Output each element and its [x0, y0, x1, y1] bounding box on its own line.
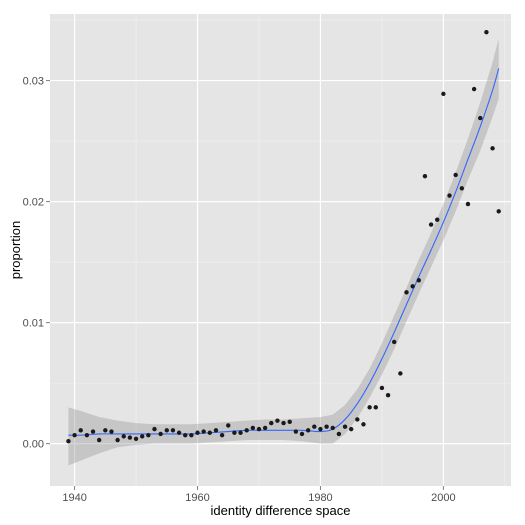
data-point	[367, 405, 372, 410]
data-point	[428, 222, 434, 227]
data-point	[66, 439, 71, 444]
data-point	[96, 437, 102, 443]
x-axis-title: identity difference space	[211, 503, 351, 518]
data-point	[121, 434, 126, 439]
data-point	[275, 418, 280, 423]
data-point	[201, 429, 206, 434]
data-point	[103, 428, 108, 433]
data-point	[146, 432, 151, 438]
data-point	[471, 86, 477, 92]
data-point	[435, 217, 440, 222]
data-point	[115, 437, 120, 443]
data-point	[453, 172, 458, 178]
major-gridlines	[50, 14, 511, 486]
data-point	[398, 371, 403, 376]
data-point	[324, 424, 329, 429]
data-point	[269, 420, 274, 426]
data-point	[226, 423, 231, 428]
y-tick-label: 0.03	[23, 76, 44, 88]
data-point	[127, 435, 133, 440]
y-axis-title: proportion	[8, 221, 23, 280]
y-tick-label: 0.01	[23, 318, 44, 330]
data-point	[189, 432, 194, 438]
plot-panel	[50, 14, 511, 486]
data-point	[195, 430, 200, 435]
data-point	[392, 339, 397, 345]
smooth-trend-line	[68, 68, 500, 436]
data-point	[238, 430, 243, 435]
x-tick-label: 2000	[431, 492, 455, 504]
data-point	[262, 425, 268, 431]
x-tick-label: 1940	[62, 492, 86, 504]
data-point	[496, 209, 501, 214]
confidence-band	[68, 38, 499, 466]
data-point	[459, 186, 465, 191]
data-points	[66, 29, 501, 444]
data-point	[465, 201, 471, 207]
data-point	[170, 428, 176, 433]
data-point	[478, 115, 483, 121]
data-point	[140, 434, 145, 439]
y-tick-label: 0.00	[23, 439, 44, 451]
data-point	[312, 424, 317, 429]
data-point	[318, 426, 323, 432]
data-point	[379, 385, 385, 391]
data-point	[385, 393, 391, 398]
data-point	[232, 430, 237, 435]
data-point	[293, 429, 299, 434]
data-point	[244, 428, 249, 433]
y-tick-label: 0.02	[23, 197, 44, 209]
data-point	[183, 432, 188, 438]
data-point	[213, 428, 219, 433]
data-point	[484, 29, 489, 35]
data-point	[287, 419, 292, 425]
data-point	[158, 431, 163, 437]
data-point	[109, 429, 114, 434]
data-point	[256, 426, 262, 432]
x-axis-ticks: 1940 1960 1980 2000	[62, 486, 456, 504]
data-point	[78, 428, 83, 433]
data-point	[176, 430, 182, 435]
data-point	[410, 284, 415, 289]
data-point	[416, 278, 421, 283]
data-point	[355, 417, 360, 422]
data-point	[305, 428, 311, 433]
data-point	[72, 432, 77, 438]
data-point	[441, 91, 446, 97]
data-point	[281, 420, 286, 426]
data-point	[90, 429, 96, 434]
data-point	[490, 146, 495, 151]
data-point	[373, 405, 378, 410]
x-tick-label: 1960	[185, 492, 209, 504]
data-point	[422, 173, 428, 179]
minor-gridlines	[50, 14, 511, 486]
data-point	[133, 436, 139, 441]
data-point	[84, 432, 90, 438]
x-tick-label: 1980	[308, 492, 332, 504]
data-point	[207, 430, 213, 435]
data-point	[299, 431, 305, 437]
data-point	[219, 432, 225, 438]
data-point	[336, 431, 342, 437]
data-point	[164, 428, 169, 433]
data-point	[342, 424, 348, 429]
data-point	[447, 193, 452, 198]
data-point	[250, 425, 256, 431]
data-point	[152, 426, 157, 432]
data-point	[330, 425, 335, 431]
data-point	[348, 426, 354, 432]
data-point	[361, 422, 366, 427]
data-point	[404, 290, 409, 295]
y-axis-ticks: 0.00 0.01 0.02 0.03	[23, 76, 50, 451]
